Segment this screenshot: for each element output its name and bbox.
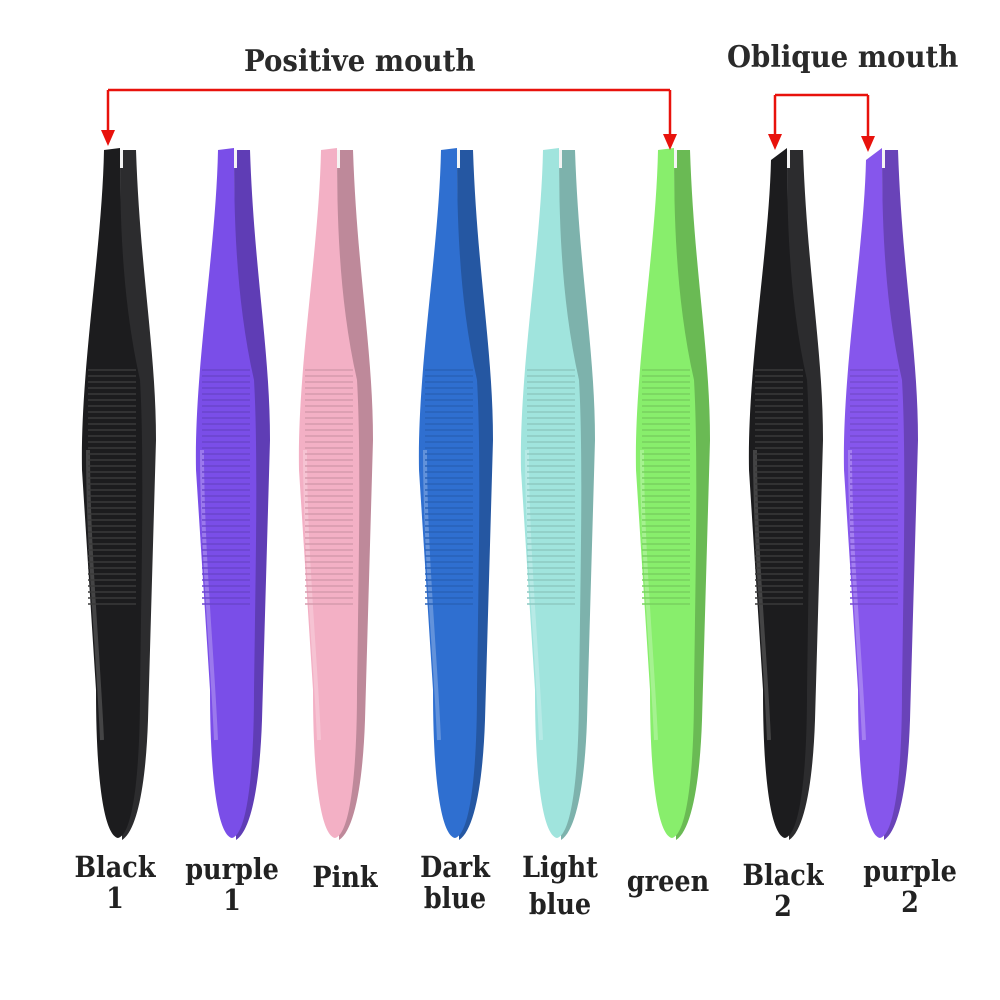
label-black-2: Black 2 xyxy=(742,858,824,923)
arrow-head xyxy=(101,130,115,146)
label-purple-1: purple 1 xyxy=(185,852,279,917)
tweezer-tip xyxy=(674,150,677,168)
tweezer-tip xyxy=(882,150,885,168)
label-pink: Pink xyxy=(312,860,378,894)
tweezer-tip xyxy=(120,150,123,168)
tweezer-tip xyxy=(337,150,340,168)
label-black-1: Black 1 xyxy=(74,850,156,915)
tweezer-tip xyxy=(787,150,790,168)
arrow-head xyxy=(861,136,875,152)
tweezer-tip xyxy=(234,150,237,168)
oblique-mouth-heading: Oblique mouth xyxy=(727,40,959,75)
label-light-blue: Light blue xyxy=(522,850,598,921)
label-purple-2: purple 2 xyxy=(863,854,957,919)
arrow-head xyxy=(768,134,782,150)
tweezer-tip xyxy=(559,150,562,168)
positive-mouth-heading: Positive mouth xyxy=(244,44,476,79)
arrow-head xyxy=(663,134,677,150)
tweezer-tip xyxy=(457,150,460,168)
label-dark-blue: Dark blue xyxy=(420,850,490,915)
label-green: green xyxy=(626,864,710,898)
